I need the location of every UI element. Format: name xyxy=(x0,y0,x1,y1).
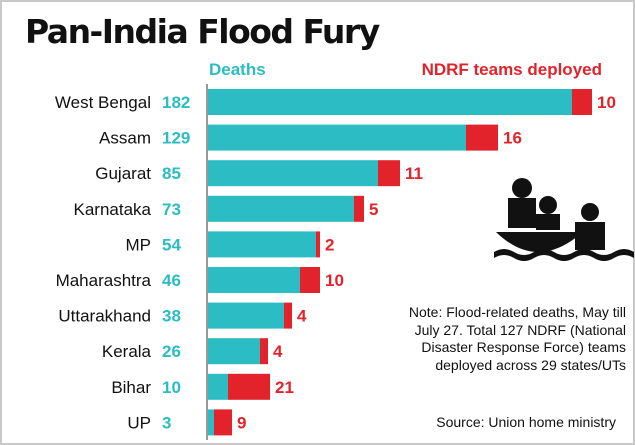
deaths-value-label: 54 xyxy=(162,235,181,254)
deaths-value-label: 73 xyxy=(162,200,181,219)
deaths-bar xyxy=(208,338,260,365)
deaths-bar xyxy=(208,373,228,400)
ndrf-bar xyxy=(572,89,592,115)
deaths-bar xyxy=(208,160,378,187)
category-label: Kerala xyxy=(102,342,152,361)
people-in-rescue-boat-on-water-icon xyxy=(494,178,634,261)
deaths-value-label: 129 xyxy=(162,129,190,148)
deaths-value-label: 26 xyxy=(162,342,181,361)
deaths-bar xyxy=(208,89,572,115)
ndrf-bar xyxy=(466,124,498,151)
deaths-bar xyxy=(208,195,354,222)
category-label: UP xyxy=(127,413,151,432)
ndrf-bar xyxy=(354,195,364,222)
footnote: Note: Flood-related deaths, May till Jul… xyxy=(408,304,626,373)
deaths-value-label: 46 xyxy=(162,271,181,290)
legend-ndrf: NDRF teams deployed xyxy=(421,60,602,79)
chart-title: Pan-India Flood Fury xyxy=(25,12,380,51)
deaths-bar xyxy=(208,124,466,151)
deaths-bar xyxy=(208,267,300,293)
category-label: Karnataka xyxy=(74,200,152,219)
source-note: Source: Union home ministry xyxy=(436,414,616,430)
ndrf-value-label: 4 xyxy=(273,342,283,361)
ndrf-value-label: 16 xyxy=(503,129,522,148)
deaths-value-label: 85 xyxy=(162,164,181,183)
deaths-value-label: 182 xyxy=(162,93,190,112)
category-label: Gujarat xyxy=(95,164,151,183)
ndrf-value-label: 11 xyxy=(405,164,423,183)
deaths-value-label: 3 xyxy=(162,413,171,432)
ndrf-bar xyxy=(214,409,232,436)
category-label: West Bengal xyxy=(55,93,151,112)
deaths-bar xyxy=(208,409,214,436)
deaths-bar xyxy=(208,231,316,258)
ndrf-value-label: 10 xyxy=(325,271,344,290)
ndrf-bar xyxy=(316,231,320,258)
ndrf-bar xyxy=(260,338,268,365)
chart-bars: West Bengal 182 10 Assam 129 16 Gujarat 85 11 Kar… xyxy=(55,89,616,436)
deaths-bar xyxy=(208,302,284,329)
legend-deaths: Deaths xyxy=(209,60,266,79)
deaths-value-label: 38 xyxy=(162,307,181,326)
ndrf-value-label: 9 xyxy=(237,413,246,432)
ndrf-value-label: 10 xyxy=(597,93,616,112)
ndrf-value-label: 5 xyxy=(369,200,378,219)
category-label: Bihar xyxy=(111,378,151,397)
category-label: Uttarakhand xyxy=(58,307,151,326)
category-label: Assam xyxy=(99,129,151,148)
category-label: MP xyxy=(126,235,152,254)
ndrf-value-label: 21 xyxy=(275,378,294,397)
deaths-value-label: 10 xyxy=(162,378,181,397)
ndrf-bar xyxy=(378,160,400,187)
ndrf-value-label: 2 xyxy=(325,235,334,254)
ndrf-bar xyxy=(228,373,270,400)
ndrf-bar xyxy=(284,302,292,329)
ndrf-bar xyxy=(300,267,320,293)
category-label: Maharashtra xyxy=(56,271,152,290)
ndrf-value-label: 4 xyxy=(297,307,307,326)
